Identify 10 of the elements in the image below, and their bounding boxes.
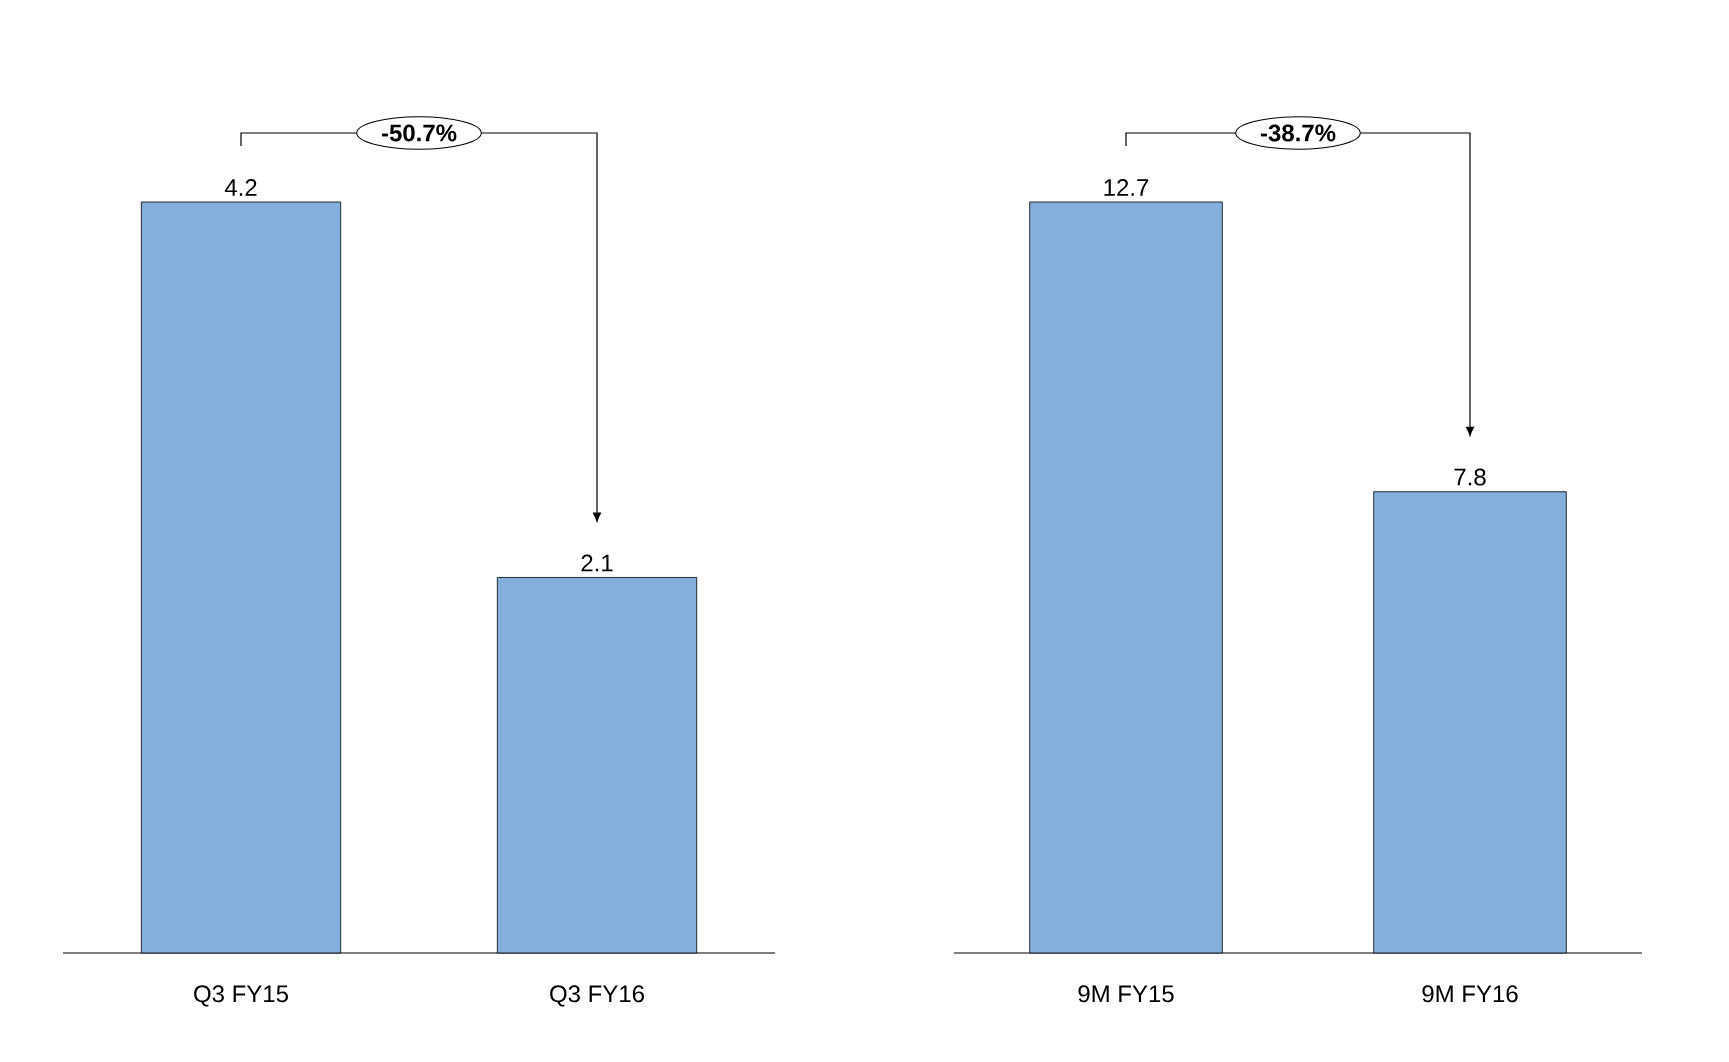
- data-label: 4.2: [224, 179, 257, 196]
- data-label: 7.8: [1454, 468, 1486, 486]
- data-label: 2.1: [581, 554, 613, 572]
- data-label: 12.7: [1104, 179, 1149, 196]
- x-tick-label: 9M FY16: [1422, 985, 1518, 1003]
- text: -50.7%: [381, 124, 457, 142]
- x-tick-label: 9M FY15: [1078, 985, 1174, 1003]
- x-tick-label: Q3 FY15: [194, 985, 289, 1007]
- x-tick-label: Q3 FY16: [550, 985, 644, 1007]
- text: -38.7%: [1260, 124, 1336, 142]
